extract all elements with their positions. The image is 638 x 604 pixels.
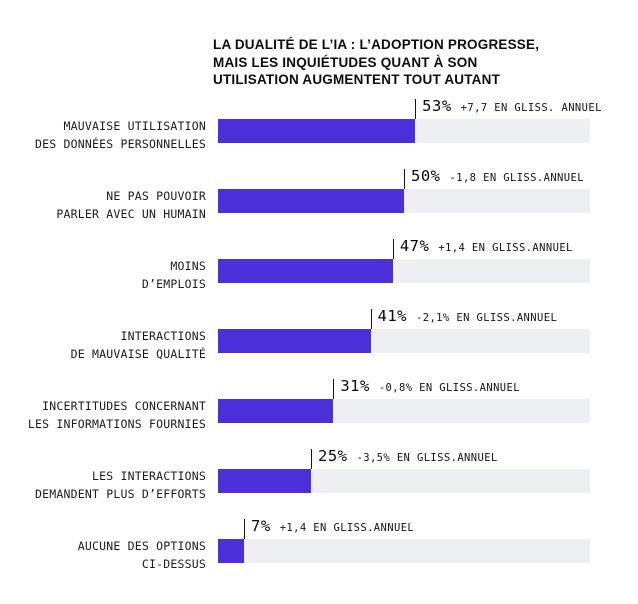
bar-track — [218, 189, 590, 213]
bar-row: INCERTITUDES CONCERNANT LES INFORMATIONS … — [10, 376, 590, 446]
value-label: 41% — [377, 307, 408, 325]
category-label: MOINS D’EMPLOIS — [141, 259, 206, 292]
bar-row: MAUVAISE UTILISATION DES DONNÉES PERSONNE… — [10, 96, 601, 166]
bar-track — [218, 119, 590, 143]
value-row: 47% +1,4 EN GLISS.ANNUEL — [400, 237, 573, 255]
bar-area: 7% +1,4 EN GLISS.ANNUEL — [218, 516, 590, 586]
value-marker-line — [415, 99, 417, 123]
bar-rows: MAUVAISE UTILISATION DES DONNÉES PERSONNE… — [10, 96, 602, 586]
bar-fill — [218, 119, 416, 143]
bar-row: MOINS D’EMPLOIS 47% +1,4 EN GLISS.ANNUEL — [10, 236, 590, 306]
value-label: 31% — [340, 377, 370, 395]
value-label: 53% — [422, 97, 452, 115]
bar-row: AUCUNE DES OPTIONS CI-DESSUS 7% +1,4 EN G… — [10, 516, 590, 586]
delta-label: -1,8 EN GLISS.ANNUEL — [449, 172, 584, 184]
delta-label: +7,7 EN GLISS. ANNUEL — [460, 102, 602, 114]
value-marker-line — [404, 169, 405, 193]
value-label: 47% — [399, 237, 430, 255]
bar-fill — [218, 469, 311, 493]
category-label: INCERTITUDES CONCERNANT LES INFORMATIONS … — [27, 399, 206, 432]
category-label: AUCUNE DES OPTIONS CI-DESSUS — [77, 539, 206, 572]
bar-fill — [218, 189, 404, 213]
value-label: 50% — [411, 167, 441, 185]
bar-fill — [218, 329, 371, 353]
value-marker-line — [244, 519, 246, 543]
bar-area: 53% +7,7 EN GLISS. ANNUEL — [218, 96, 601, 166]
bar-row: NE PAS POUVOIR PARLER AVEC UN HUMAIN 50% … — [10, 166, 590, 236]
bar-fill — [218, 399, 334, 423]
value-row: 50% -1,8 EN GLISS.ANNUEL — [411, 167, 584, 185]
bar-track — [218, 329, 590, 353]
delta-label: +1,4 EN GLISS.ANNUEL — [438, 242, 573, 254]
bar-area: 25% -3,5% EN GLISS.ANNUEL — [218, 446, 590, 516]
category-label: MAUVAISE UTILISATION DES DONNÉES PERSONNE… — [35, 119, 206, 152]
value-marker-line — [370, 309, 372, 333]
bar-area: 41% -2,1% EN GLISS.ANNUEL — [218, 306, 590, 376]
value-marker-line — [311, 449, 312, 473]
bar-fill — [218, 539, 245, 563]
delta-label: -0,8% EN GLISS.ANNUEL — [378, 382, 520, 394]
category-label: LES INTERACTIONS DEMANDENT PLUS D’EFFORTS — [35, 469, 206, 502]
value-row: 31% -0,8% EN GLISS.ANNUEL — [340, 377, 520, 395]
bar-row: INTERACTIONS DE MAUVAISE QUALITÉ 41% -2,1… — [10, 306, 590, 376]
value-row: 41% -2,1% EN GLISS.ANNUEL — [378, 307, 558, 325]
value-marker-line — [333, 379, 335, 403]
chart-title: LA DUALITÉ DE L’IA : L’ADOPTION PROGRESS… — [213, 36, 553, 89]
bar-area: 31% -0,8% EN GLISS.ANNUEL — [218, 376, 590, 446]
category-label: INTERACTIONS DE MAUVAISE QUALITÉ — [70, 329, 206, 362]
value-label: 25% — [318, 447, 348, 465]
chart-title-line-3: UTILISATION AUGMENTENT TOUT AUTANT — [213, 72, 501, 88]
value-row: 7% +1,4 EN GLISS.ANNUEL — [251, 517, 414, 535]
delta-label: -3,5% EN GLISS.ANNUEL — [356, 452, 498, 464]
value-row: 25% -3,5% EN GLISS.ANNUEL — [318, 447, 498, 465]
bar-area: 50% -1,8 EN GLISS.ANNUEL — [218, 166, 590, 236]
value-marker-line — [392, 239, 394, 263]
bar-track — [218, 399, 590, 423]
bar-track — [218, 259, 590, 283]
value-row: 53% +7,7 EN GLISS. ANNUEL — [422, 97, 602, 115]
chart-title-line-2: MAIS LES INQUIÉTUDES QUANT À SON — [213, 54, 478, 70]
value-label: 7% — [251, 517, 271, 535]
bar-fill — [218, 259, 393, 283]
bar-track — [218, 539, 590, 563]
delta-label: +1,4 EN GLISS.ANNUEL — [279, 522, 415, 534]
bar-area: 47% +1,4 EN GLISS.ANNUEL — [218, 236, 590, 306]
bar-track — [218, 469, 590, 493]
bar-row: LES INTERACTIONS DEMANDENT PLUS D’EFFORTS… — [10, 446, 590, 516]
category-label: NE PAS POUVOIR PARLER AVEC UN HUMAIN — [56, 189, 206, 222]
delta-label: -2,1% EN GLISS.ANNUEL — [416, 312, 558, 324]
chart-title-line-1: LA DUALITÉ DE L’IA : L’ADOPTION PROGRESS… — [213, 37, 540, 52]
